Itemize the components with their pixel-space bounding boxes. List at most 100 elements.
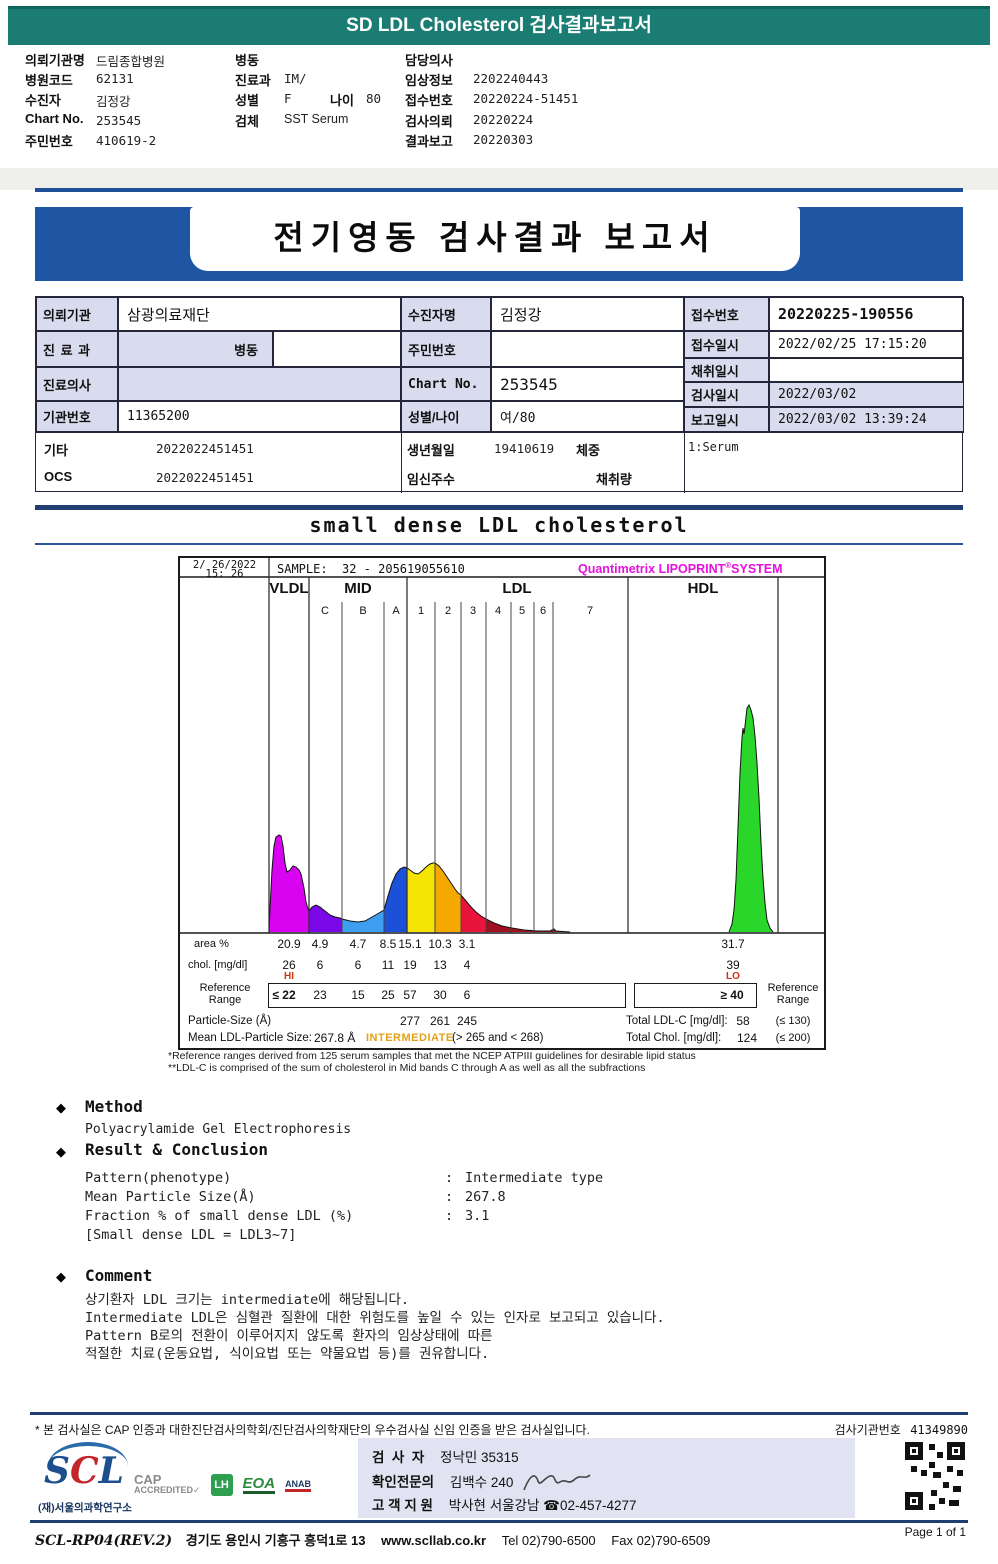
- field-label-doctor: 담당의사: [405, 53, 453, 68]
- field-label-patient: 수진자: [25, 93, 61, 108]
- cell-label-weight: 체중: [576, 443, 600, 458]
- staff-box: 검 사 자 정낙민 35315 확인전문의 김백수 240 고 객 지 원 박사…: [358, 1438, 855, 1518]
- sub-label-6: 6: [539, 605, 547, 617]
- cell-bottom-right: [684, 432, 964, 493]
- field-label-sex: 성별: [235, 93, 259, 108]
- scan-time: 15: 26: [205, 568, 244, 580]
- chol-ldl3: 4: [463, 958, 471, 972]
- certification-logos: CAP ACCREDITED✓ LH EOA ANAB: [134, 1473, 312, 1496]
- staff-value: 김백수 240: [449, 1474, 514, 1490]
- staff-value: 박사현 서울강남 ☎02-457-4277: [448, 1498, 637, 1513]
- field-label-clinical-info: 임상정보: [405, 73, 453, 88]
- field-label-hospital-code: 병원코드: [25, 73, 73, 88]
- sample-value: 32 - 205619055610: [342, 562, 465, 576]
- sub-label-3: 3: [469, 605, 477, 617]
- cell-value-patient-name: 김정강: [491, 297, 684, 331]
- result-value: 3.1: [465, 1208, 490, 1224]
- scl-wordmark: SCL: [44, 1450, 124, 1492]
- sub-label-7: 7: [586, 605, 594, 617]
- ref-range-label-right: Reference Range: [762, 982, 824, 1006]
- staff-row-confirmer: 확인전문의 김백수 240: [372, 1470, 593, 1496]
- title-thick-line: [35, 505, 963, 510]
- ref-mid-b: 15: [351, 988, 365, 1002]
- chart-title: small dense LDL cholesterol: [309, 513, 689, 537]
- mean-range: (> 265 and < 268): [452, 1032, 544, 1044]
- field-label-chart-no: Chart No.: [25, 111, 84, 126]
- signature: [523, 1474, 591, 1491]
- qr-code: [903, 1440, 967, 1512]
- ref-mid-a: 25: [381, 988, 395, 1002]
- ldl-tail-fill: [486, 919, 570, 932]
- chol-ldl2: 13: [433, 958, 447, 972]
- cell-value-jumin2: [491, 331, 684, 367]
- ldl1-fill: [407, 863, 435, 932]
- staff-row-tester: 검 사 자 정낙민 35315: [372, 1446, 519, 1466]
- cell-label-recv-no: 접수번호: [684, 297, 769, 331]
- particle-ldl2: 261: [429, 1014, 451, 1028]
- cell-label-ocs: OCS: [44, 469, 73, 484]
- result-label: Mean Particle Size(Å): [85, 1189, 256, 1205]
- scl-arc-icon: [48, 1442, 128, 1466]
- staff-label: 고 객 지 원: [372, 1498, 433, 1513]
- total-ldl-value: 58: [736, 1014, 750, 1028]
- ref-vldl: ≤ 22: [272, 988, 296, 1002]
- total-chol-label: Total Chol. [mg/dl]:: [626, 1032, 722, 1044]
- sub-label-1: 1: [417, 605, 425, 617]
- lo-flag: LO: [726, 971, 740, 982]
- total-ldl-ref: (≤ 130): [775, 1015, 811, 1027]
- certification-note: * 본 검사실은 CAP 인증과 대한진단검사의학회/진단검사의학재단의 우수검…: [35, 1423, 590, 1437]
- cell-value-client: 삼광의료재단: [118, 297, 401, 331]
- cell-label-etc: 기타: [44, 443, 68, 458]
- field-label-ward: 병동: [235, 53, 259, 68]
- cell-label-recv-dt: 접수일시: [684, 331, 769, 358]
- cell-label-birth: 생년월일: [407, 443, 455, 458]
- cell-label-jumin2: 주민번호: [401, 331, 491, 367]
- mid-a-fill: [384, 867, 407, 932]
- chol-vldl: 26: [282, 958, 296, 972]
- field-value-client-name: 드림종합병원: [96, 55, 166, 69]
- mean-class: INTERMEDIATE: [366, 1032, 454, 1044]
- title-thin-line: [35, 543, 963, 545]
- diamond-icon: ◆: [56, 1100, 66, 1115]
- brand-system: SYSTEM: [731, 562, 783, 577]
- method-title: Method: [85, 1097, 143, 1116]
- area-mid-b: 4.7: [349, 937, 367, 951]
- lab-number: 검사기관번호 41349890: [835, 1421, 968, 1438]
- scan-datetime: 2/ 26/2022 15: 26: [180, 559, 269, 580]
- field-label-reported: 결과보고: [405, 134, 453, 149]
- sub-label-4: 4: [494, 605, 502, 617]
- cell-label-chart-no2: Chart No.: [401, 367, 491, 401]
- cell-label-collect-amt: 채취량: [596, 472, 632, 487]
- result-title: Result & Conclusion: [85, 1140, 269, 1159]
- staff-label: 검 사 자: [372, 1450, 425, 1465]
- mean-row-label: Mean LDL-Particle Size:: [188, 1032, 312, 1044]
- scl-letter-c: C: [70, 1450, 99, 1492]
- staff-label: 확인전문의: [372, 1474, 435, 1490]
- lab-fax: Fax 02)790-6509: [611, 1533, 711, 1548]
- colon: :: [445, 1170, 454, 1186]
- total-chol-ref: (≤ 200): [775, 1032, 811, 1044]
- brand-name: Quantimetrix LIPOPRINT: [578, 562, 726, 577]
- cell-value-dept2: [273, 331, 401, 367]
- particle-ldl1: 277: [399, 1014, 421, 1028]
- diamond-icon: ◆: [56, 1269, 66, 1284]
- diamond-icon: ◆: [56, 1144, 66, 1159]
- cell-value-test-dt: 2022/03/02: [769, 382, 964, 407]
- lab-tel: Tel 02)790-6500: [501, 1533, 596, 1548]
- ref-mid-c: 23: [313, 988, 327, 1002]
- field-value-dept: IM/: [284, 71, 307, 86]
- field-value-age: 80: [366, 91, 382, 106]
- cell-value-rep-dt: 2022/03/02 13:39:24: [769, 407, 964, 432]
- curve-outline: [268, 834, 571, 933]
- cap-logo-line2: ACCREDITED✓: [134, 1485, 201, 1495]
- field-value-specimen: SST Serum: [284, 112, 349, 126]
- cell-value-dept: 병동: [118, 331, 273, 367]
- area-vldl: 20.9: [277, 937, 301, 951]
- ref-ldl1: 57: [403, 988, 417, 1002]
- total-chol-value: 124: [736, 1031, 758, 1045]
- sub-label-2: 2: [444, 605, 452, 617]
- cell-value-recv-dt: 2022/02/25 17:15:20: [769, 331, 964, 358]
- brand-quantimetrix: Quantimetrix LIPOPRINT®SYSTEM: [578, 561, 783, 576]
- ref-label-right-line2: Range: [776, 994, 810, 1006]
